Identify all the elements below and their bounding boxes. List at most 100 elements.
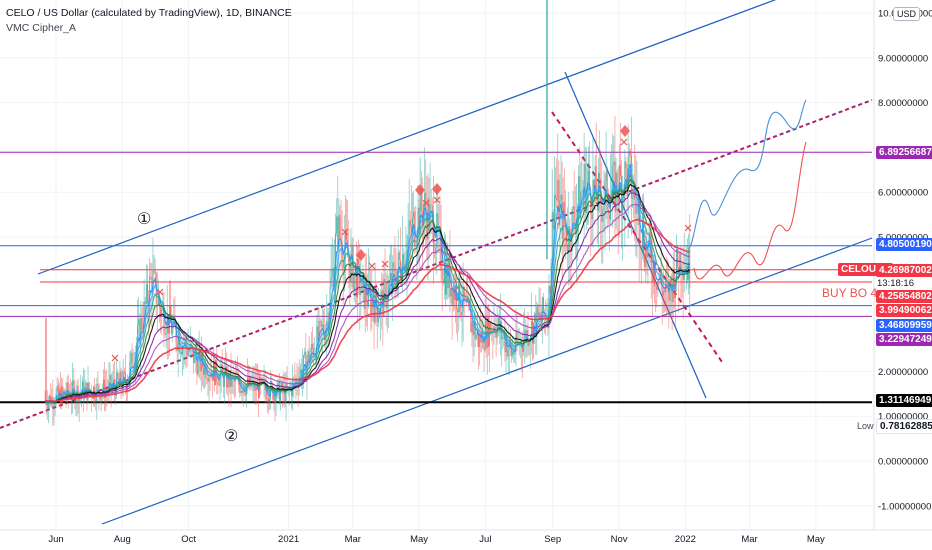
candle-body: [639, 244, 641, 249]
candle-body: [555, 195, 556, 198]
candle-body: [322, 324, 324, 334]
candle-body: [98, 384, 100, 393]
currency-button[interactable]: USD: [893, 7, 921, 21]
y-tick-label: 2.00000000: [878, 367, 928, 378]
candle-body: [662, 290, 664, 297]
candle-body: [636, 203, 638, 214]
ema-line: [45, 203, 691, 402]
candle-body: [470, 309, 472, 333]
candle-body: [197, 356, 199, 375]
candle-body: [610, 199, 611, 220]
price-label-8: 1.31146949: [876, 394, 932, 407]
candle-body: [146, 283, 148, 304]
cross-stroke: [368, 262, 376, 270]
candle-body: [288, 386, 290, 389]
candle-body: [522, 347, 523, 352]
candle-body: [188, 350, 190, 352]
candle-body: [46, 405, 48, 409]
candle-body: [457, 309, 459, 313]
candle-body: [442, 279, 444, 284]
candle-body: [588, 170, 589, 182]
candle-body: [495, 332, 497, 338]
candle-body: [641, 223, 643, 249]
time-axis[interactable]: Jun Aug Oct 2021 Mar May Jul Sep Nov 2022 Mar May: [0, 529, 932, 545]
price-label-4: 4.25854802: [876, 290, 932, 303]
candle-body: [563, 202, 565, 224]
candle-body: [129, 361, 131, 377]
candle-body: [617, 198, 619, 205]
candle-body: [316, 326, 318, 359]
candle-body: [137, 325, 138, 344]
candle-body: [352, 246, 354, 290]
candle-body: [656, 286, 658, 291]
candle-body: [505, 342, 507, 353]
candle-body: [273, 393, 275, 400]
candle-body: [549, 286, 551, 294]
cross-stroke: [422, 199, 430, 207]
candle-body: [671, 285, 673, 303]
y-tick-label: -1.00000000: [878, 501, 931, 512]
ema-line: [44, 163, 691, 406]
candle-body: [661, 285, 663, 297]
wave-marker-1: ①: [137, 211, 152, 228]
candle-body: [619, 165, 621, 177]
candle-body: [304, 351, 306, 356]
candle-body: [135, 343, 137, 352]
candle-body: [666, 283, 668, 289]
candle-body: [156, 303, 158, 305]
candle-body: [376, 307, 378, 323]
candle-body: [612, 165, 614, 191]
candle-body: [154, 270, 156, 274]
candle-body: [200, 352, 202, 372]
candle-body: [493, 326, 495, 333]
candle-body: [560, 194, 562, 201]
candle-body: [413, 211, 415, 218]
candle-body: [397, 252, 399, 272]
candle-body: [216, 359, 218, 381]
candle-body: [511, 347, 512, 356]
candle-body: [566, 227, 567, 245]
ema-line: [44, 169, 691, 404]
bar-countdown: 13:18:16: [877, 278, 914, 289]
candle-body: [204, 363, 206, 375]
sell-cross: [684, 224, 692, 232]
candle-body: [150, 276, 152, 278]
candle-body: [557, 179, 559, 201]
candle-body: [72, 380, 74, 397]
candle-body: [428, 198, 430, 232]
candle-body: [441, 271, 443, 280]
candle-body: [172, 324, 174, 334]
candle-body: [552, 212, 554, 230]
candle-body: [370, 288, 372, 314]
candle-body: [175, 326, 177, 344]
x-tick-label: Sep: [544, 534, 561, 545]
price-label-9: 0.78162885: [876, 419, 932, 434]
candle-body: [385, 281, 387, 309]
candle-body: [673, 269, 675, 298]
candle-body: [319, 320, 321, 322]
moving-averages: [44, 163, 691, 406]
candle-body: [679, 252, 681, 276]
candle-body: [581, 191, 583, 193]
price-label-7: 3.22947249: [876, 333, 932, 346]
x-tick-label: Oct: [181, 534, 196, 545]
candle-body: [534, 313, 536, 323]
candle-body: [193, 347, 195, 363]
candle-body: [143, 301, 145, 330]
candle-body: [73, 380, 75, 386]
price-label-1: 4.80500190: [876, 238, 932, 251]
candle-body: [497, 317, 499, 327]
candle-body: [578, 176, 580, 207]
x-tick-label: Nov: [611, 534, 628, 545]
projection-paths: [688, 99, 807, 280]
candle-body: [287, 386, 289, 390]
indicator-name[interactable]: VMC Cipher_A: [6, 22, 77, 34]
candle-body: [305, 351, 307, 377]
candle-body: [579, 176, 581, 219]
candle-body: [227, 372, 229, 388]
x-tick-label: Aug: [114, 534, 131, 545]
candle-body: [629, 150, 631, 155]
candle-body: [435, 248, 437, 254]
x-tick-label: 2022: [675, 534, 696, 545]
